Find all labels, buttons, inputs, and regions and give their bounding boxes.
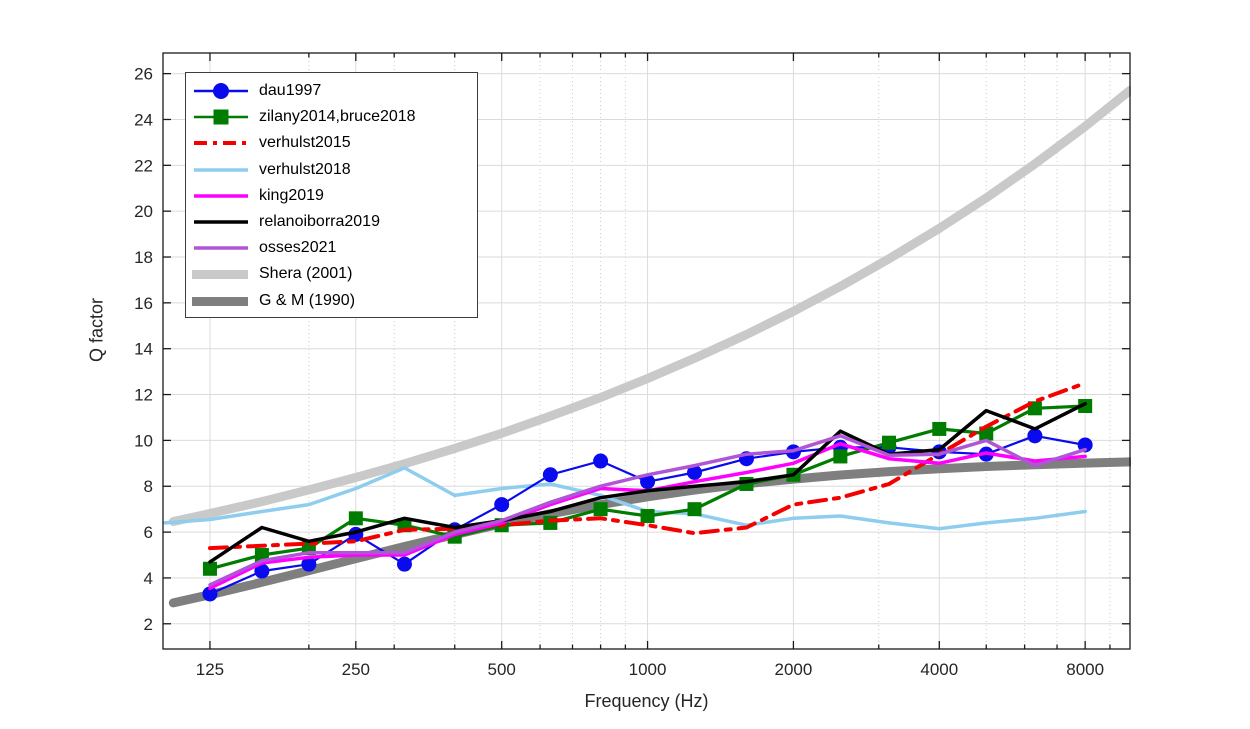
legend-item-relanoiborra2019[interactable]: relanoiborra2019 — [192, 209, 471, 235]
marker-circle — [1077, 437, 1093, 453]
y-tick-label: 16 — [134, 294, 153, 313]
marker-circle — [494, 497, 510, 513]
legend-label: zilany2014,bruce2018 — [259, 108, 416, 126]
marker-square — [1078, 399, 1093, 414]
legend-swatch-line-square — [194, 109, 248, 125]
marker-square — [739, 476, 754, 491]
x-tick-label: 8000 — [1066, 660, 1104, 679]
marker-circle — [687, 464, 703, 480]
marker-square — [640, 509, 655, 524]
x-axis-label: Frequency (Hz) — [584, 691, 709, 711]
x-tick-label: 250 — [342, 660, 370, 679]
legend-swatch-line — [194, 194, 248, 198]
legend-swatch-dashdot — [194, 141, 248, 146]
x-tick-label: 500 — [488, 660, 516, 679]
y-tick-label: 22 — [134, 156, 153, 175]
marker-square — [593, 502, 608, 517]
x-tick-label: 2000 — [775, 660, 813, 679]
y-tick-label: 26 — [134, 65, 153, 84]
y-tick-label: 24 — [134, 110, 153, 129]
marker-square — [882, 435, 897, 450]
legend-marker-circle — [213, 83, 229, 100]
legend-label: dau1997 — [259, 82, 322, 100]
y-axis-label: Q factor — [86, 297, 107, 363]
series-layer — [163, 85, 1131, 608]
legend-band — [192, 270, 248, 280]
legend-item-zilany2014-bruce2018[interactable]: zilany2014,bruce2018 — [192, 104, 471, 130]
series-line-relanoiborra2019 — [208, 401, 1087, 564]
x-tick-label: 4000 — [920, 660, 958, 679]
marker-circle — [301, 556, 317, 572]
legend-item-verhulst2015[interactable]: verhulst2015 — [192, 130, 471, 156]
legend-label: osses2021 — [259, 239, 337, 257]
legend-label: Shera (2001) — [259, 265, 353, 283]
marker-circle — [1027, 428, 1043, 444]
marker-square — [202, 561, 217, 576]
marker-circle — [640, 474, 656, 490]
legend-swatch-band — [192, 296, 248, 306]
series-line-verhulst2018 — [163, 466, 1087, 531]
legend-label: relanoiborra2019 — [259, 213, 380, 231]
legend-label: verhulst2015 — [259, 134, 351, 152]
legend-label: G & M (1990) — [259, 291, 356, 309]
marker-circle — [542, 467, 558, 483]
y-tick-label: 12 — [134, 386, 153, 405]
y-tick-label: 20 — [134, 202, 153, 221]
y-tick-label: 6 — [144, 523, 153, 542]
marker-circle — [254, 563, 270, 579]
axes-box — [162, 52, 1131, 650]
marker-circle — [593, 453, 609, 469]
x-tick-label: 125 — [196, 660, 224, 679]
series-line-G-M-1990- — [168, 457, 1131, 608]
legend-item-osses2021[interactable]: osses2021 — [192, 235, 471, 261]
x-tick-label: 1000 — [629, 660, 667, 679]
series-line-osses2021 — [208, 434, 1087, 587]
legend-swatch-line — [194, 246, 248, 250]
series-line-Shera-2001- — [168, 85, 1131, 526]
legend-label: verhulst2018 — [259, 160, 351, 178]
y-tick-label: 4 — [144, 569, 153, 588]
marker-square — [348, 511, 363, 526]
legend-item-Shera-2001-[interactable]: Shera (2001) — [192, 261, 471, 287]
legend-swatch-band — [192, 270, 248, 280]
legend-item-G-M-1990-[interactable]: G & M (1990) — [192, 288, 471, 314]
y-tick-label: 14 — [134, 340, 153, 359]
legend-band — [192, 296, 248, 306]
y-tick-label: 18 — [134, 248, 153, 267]
legend-marker-square — [213, 109, 229, 125]
marker-square — [543, 515, 558, 530]
legend-item-verhulst2018[interactable]: verhulst2018 — [192, 157, 471, 183]
legend-swatch-line — [194, 167, 248, 172]
legend-item-dau1997[interactable]: dau1997 — [192, 78, 471, 104]
marker-circle — [396, 556, 412, 572]
y-tick-label: 2 — [144, 615, 153, 634]
legend-swatch-line-circle — [194, 83, 248, 100]
marker-square — [687, 502, 702, 517]
marker-square — [932, 421, 947, 436]
legend-swatch-line — [194, 220, 248, 224]
legend-item-king2019[interactable]: king2019 — [192, 183, 471, 209]
marker-square — [833, 449, 848, 464]
y-tick-label: 8 — [144, 477, 153, 496]
y-tick-label: 10 — [134, 431, 153, 450]
legend-label: king2019 — [259, 186, 324, 204]
marker-circle — [202, 586, 218, 602]
legend-box: dau1997 zilany2014,bruce2018 verhulst2015 v… — [185, 72, 478, 318]
